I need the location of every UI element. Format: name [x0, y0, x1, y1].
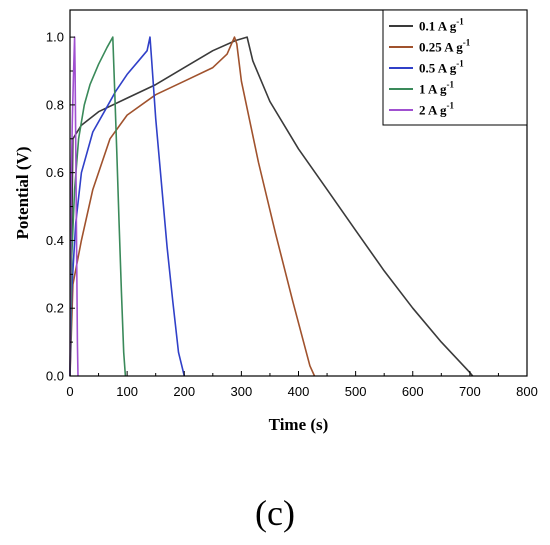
y-tick-label: 0.2 — [46, 301, 64, 316]
legend-entry-4: 1 A g-1 — [419, 80, 454, 97]
x-tick-label: 100 — [116, 384, 138, 399]
legend-entry-2: 0.25 A g-1 — [419, 38, 471, 55]
legend: 0.1 A g-1 0.25 A g-1 0.5 A g-1 1 A g-1 2 A g… — [382, 9, 528, 126]
y-tick-label: 0.4 — [46, 233, 64, 248]
series-line-3 — [69, 36, 186, 377]
y-tick-label: 1.0 — [46, 30, 64, 45]
ticks: 0 100 200 300 400 500 600 700 800 0.0 0.2 0.4 0.6 0.8… — [46, 30, 538, 399]
x-tick-label: 800 — [516, 384, 538, 399]
x-tick-label: 200 — [173, 384, 195, 399]
legend-entry-3: 0.5 A g-1 — [419, 59, 464, 76]
x-tick-label: 500 — [345, 384, 367, 399]
panel-label: (c) — [255, 493, 295, 533]
legend-entry-5: 2 A g-1 — [419, 101, 454, 118]
y-tick-label: 0.8 — [46, 97, 64, 112]
x-tick-label: 700 — [459, 384, 481, 399]
y-tick-label: 0.6 — [46, 165, 64, 180]
x-tick-label: 600 — [402, 384, 424, 399]
series-line-5 — [69, 36, 79, 377]
series-line-2 — [69, 36, 316, 377]
x-axis-label: Time (s) — [269, 415, 329, 434]
y-axis-label: Potential (V) — [13, 146, 32, 239]
x-tick-label: 400 — [288, 384, 310, 399]
y-tick-label: 0.0 — [46, 369, 64, 384]
x-tick-label: 300 — [231, 384, 253, 399]
series-line-1 — [69, 36, 474, 377]
x-tick-label: 0 — [66, 384, 73, 399]
legend-entry-1: 0.1 A g-1 — [419, 17, 464, 34]
plot-lines — [69, 36, 474, 377]
